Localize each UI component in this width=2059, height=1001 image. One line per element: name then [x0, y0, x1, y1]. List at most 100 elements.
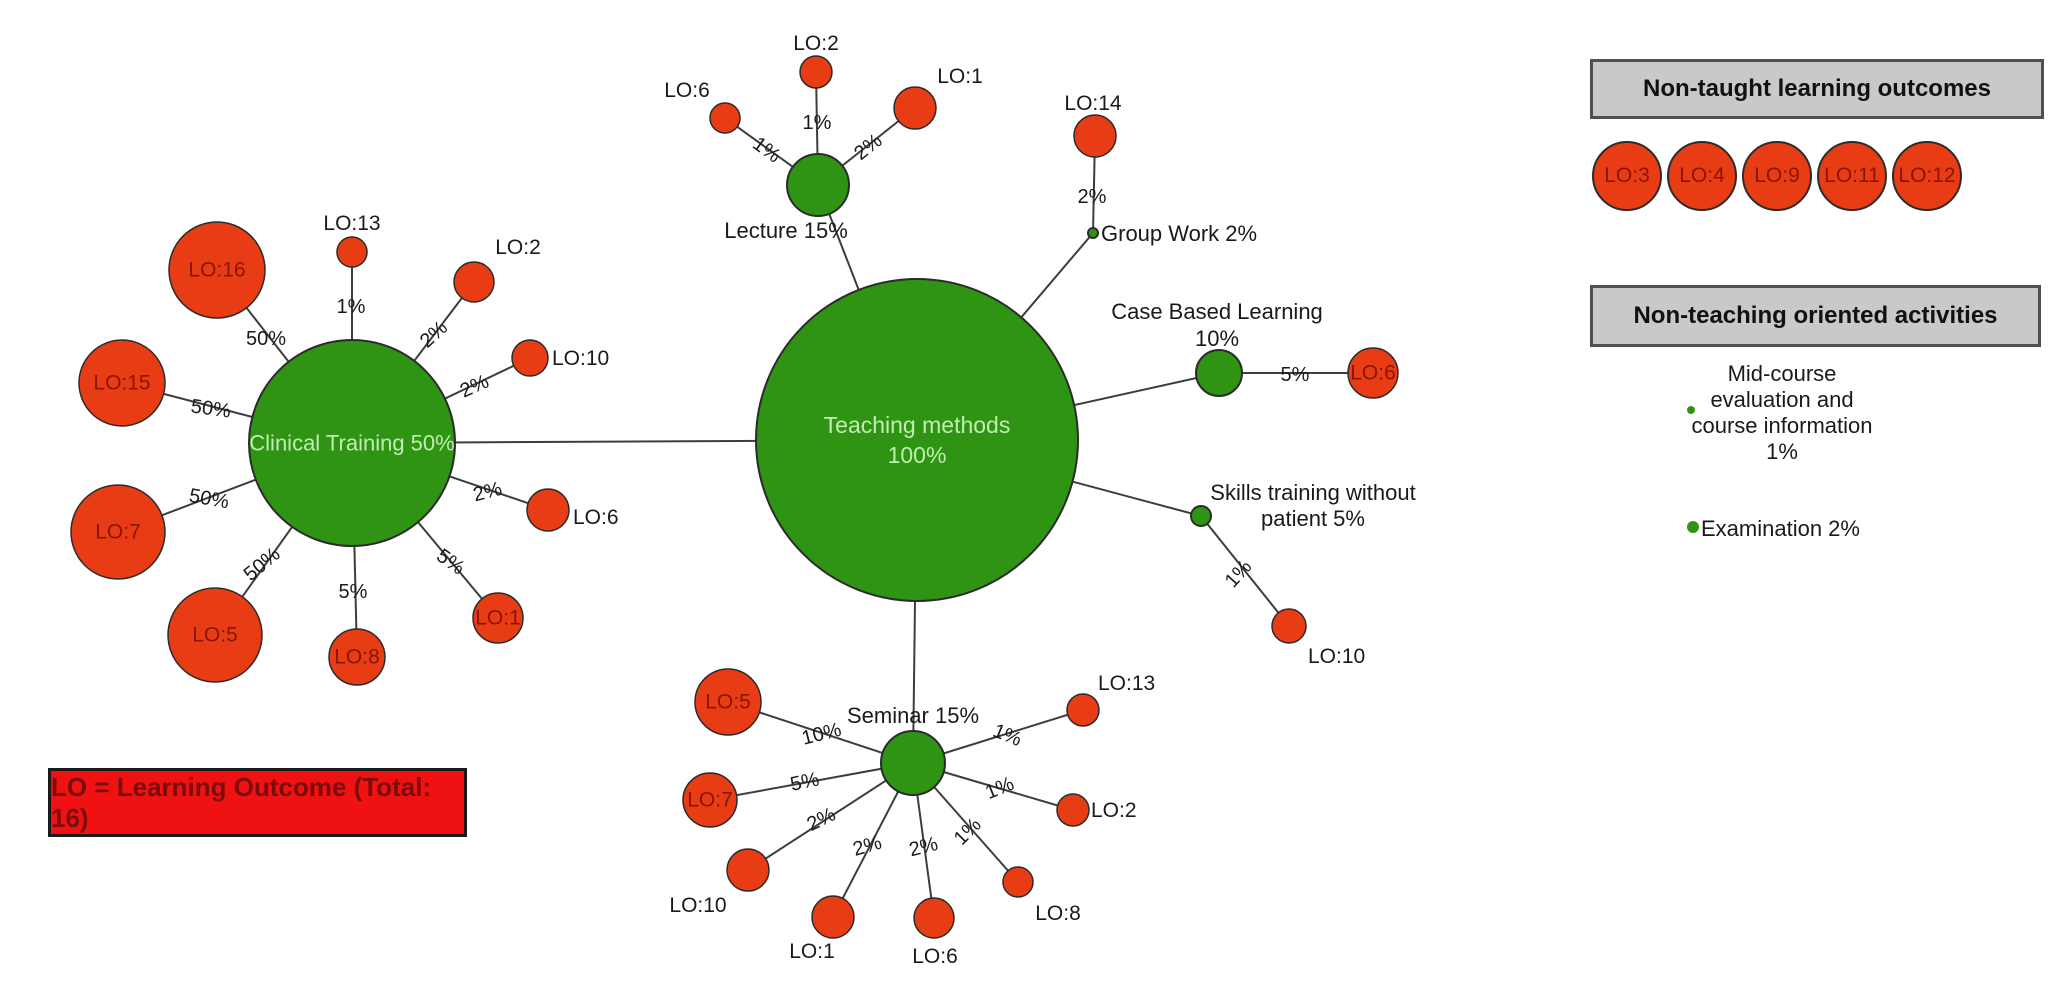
skills-training-label-line1: Skills training without: [1210, 480, 1415, 505]
edge-seminar-sem_lo7: [709, 762, 914, 801]
edge-label-clinical-cl_lo7: 50%: [187, 485, 230, 514]
lecture-node: [786, 153, 850, 217]
seminar-lo10-label: LO:10: [669, 894, 726, 917]
cl_lo6-node: [526, 488, 570, 532]
cl_lo15-inner-label: LO:15: [93, 372, 150, 395]
non-taught-outcomes-list: LO:3 LO:4 LO:9 LO:11 LO:12: [1592, 141, 1962, 211]
cl_lo1-inner-label: LO:1: [475, 607, 521, 630]
non-taught-lo-circle: LO:11: [1817, 141, 1887, 211]
seminar-lo2-label: LO:2: [1091, 799, 1137, 822]
lec_lo1-node: [893, 86, 937, 130]
cl_lo5-node: [167, 587, 263, 683]
edge-label-clinical-cl_lo15: 50%: [189, 395, 232, 422]
sem_lo7-node: [682, 772, 738, 828]
edge-label-clinical-cl_lo6: 2%: [471, 478, 505, 506]
skills-node: [1190, 505, 1212, 527]
lo-abbreviation-legend: LO = Learning Outcome (Total: 16): [48, 768, 467, 837]
mid-course-line: Mid-course: [1727, 361, 1837, 386]
mid-course-line: course information: [1691, 413, 1873, 438]
edge-skills-sk_lo10: [1200, 515, 1290, 627]
edge-label-seminar-sem_lo5: 10%: [799, 719, 843, 750]
cl_lo15-node: [78, 339, 166, 427]
clinical-lo2-label: LO:2: [495, 236, 541, 259]
edge-label-cbl-cbl_lo6: 5%: [1281, 364, 1310, 386]
edge-label-clinical-cl_lo8: 5%: [339, 581, 368, 603]
edge-label-clinical-cl_lo13: 1%: [337, 296, 366, 318]
seminar-node: [880, 730, 946, 796]
group-work-hub-label: Group Work 2%: [1101, 221, 1257, 246]
cl_lo16-node: [168, 221, 266, 319]
lec_lo2-node: [799, 55, 833, 89]
edge-label-seminar-sem_lo7: 5%: [788, 768, 821, 796]
clinical-lo13-label: LO:13: [323, 212, 380, 235]
edge-label-skills-sk_lo10: 1%: [1221, 556, 1257, 592]
cl_lo5-inner-label: LO:5: [192, 624, 238, 647]
edge-label-groupwork-lo14: 2%: [1078, 186, 1107, 208]
edge-label-seminar-sem_lo2: 1%: [982, 773, 1017, 804]
skills-training-label-line2: patient 5%: [1261, 506, 1365, 531]
edge-label-seminar-sem_lo1: 2%: [850, 832, 884, 861]
teaching-node: [755, 278, 1079, 602]
seminar-hub-label: Seminar 15%: [847, 703, 979, 728]
skills-lo10-label: LO:10: [1308, 645, 1365, 668]
mid-course-dot-marker: [1687, 406, 1695, 414]
edge-label-seminar-sem_lo6: 2%: [907, 833, 941, 861]
clinical-node: [248, 339, 456, 547]
non-taught-lo-circle: LO:3: [1592, 141, 1662, 211]
cl_lo16-inner-label: LO:16: [188, 259, 245, 282]
examination-dot-marker: [1687, 521, 1699, 533]
edge-label-lecture-lec_lo2: 1%: [803, 112, 832, 134]
cbl_lo6-inner-label: LO:6: [1350, 362, 1396, 385]
lec_lo6-node: [709, 102, 741, 134]
sem_lo2-node: [1056, 793, 1090, 827]
cl_lo10-node: [511, 339, 549, 377]
sem_lo8-node: [1002, 866, 1034, 898]
edge-label-clinical-cl_lo1: 5%: [432, 545, 468, 580]
cl_lo1-node: [472, 592, 524, 644]
examination-item: Examination 2%: [1701, 516, 1860, 541]
sem_lo5-inner-label: LO:5: [705, 691, 751, 714]
edge-label-clinical-cl_lo10: 2%: [457, 371, 493, 403]
cbl-node: [1195, 349, 1243, 397]
seminar-lo1-label: LO:1: [789, 940, 835, 963]
lecture-lo6-label: LO:6: [664, 79, 710, 102]
cl_lo8-inner-label: LO:8: [334, 646, 380, 669]
edge-label-clinical-cl_lo16: 50%: [246, 328, 286, 350]
seminar-lo6-label: LO:6: [912, 945, 958, 968]
teaching-inner-label: Teaching methods: [824, 412, 1011, 438]
non-taught-outcomes-header: Non-taught learning outcomes: [1590, 59, 2044, 119]
edge-label-clinical-cl_lo5: 50%: [240, 543, 285, 586]
clinical-lo6-label: LO:6: [573, 506, 619, 529]
cl_lo7-inner-label: LO:7: [95, 521, 141, 544]
sem_lo1-node: [811, 895, 855, 939]
lecture-lo2-label: LO:2: [793, 32, 839, 55]
non-taught-lo-circle: LO:9: [1742, 141, 1812, 211]
clinical-lo10-label: LO:10: [552, 347, 609, 370]
edge-label-clinical-cl_lo2: 2%: [416, 317, 452, 353]
clinical-inner-label: Clinical Training 50%: [249, 431, 454, 456]
sem_lo7-inner-label: LO:7: [687, 789, 733, 812]
teaching-inner-label: 100%: [888, 442, 947, 468]
sem_lo5-node: [694, 668, 762, 736]
lecture-hub-label: Lecture 15%: [724, 218, 848, 243]
cl_lo13-node: [336, 236, 368, 268]
cbl_lo6-node: [1347, 347, 1399, 399]
cl_lo7-node: [70, 484, 166, 580]
lo14-node: [1073, 114, 1117, 158]
case-based-learning-label-line1: Case Based Learning: [1111, 299, 1323, 324]
lo14-label: LO:14: [1064, 92, 1122, 115]
cl_lo2-node: [453, 261, 495, 303]
seminar-lo13-label: LO:13: [1098, 672, 1155, 695]
edge-label-seminar-sem_lo8: 1%: [950, 814, 986, 850]
non-taught-lo-circle: LO:4: [1667, 141, 1737, 211]
sem_lo13-node: [1066, 693, 1100, 727]
seminar-lo8-label: LO:8: [1035, 902, 1081, 925]
non-taught-lo-circle: LO:12: [1892, 141, 1962, 211]
lecture-lo1-label: LO:1: [937, 65, 983, 88]
sem_lo10-node: [726, 848, 770, 892]
cl_lo8-node: [328, 628, 386, 686]
mid-course-line: 1%: [1766, 439, 1798, 464]
sem_lo6-node: [913, 897, 955, 939]
